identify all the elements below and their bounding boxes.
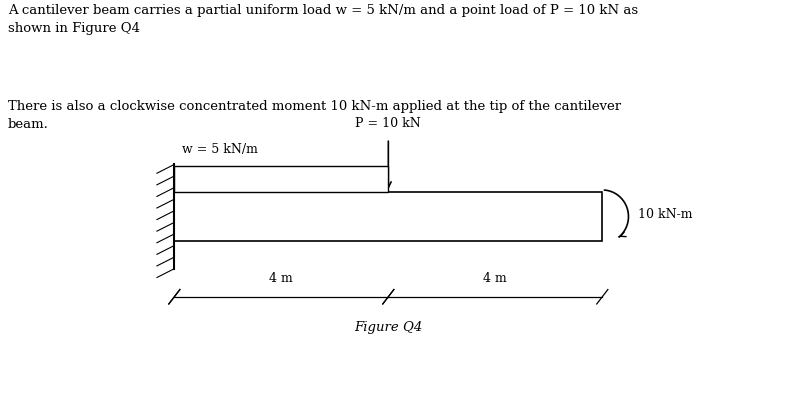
Text: 4 m: 4 m [270, 272, 293, 285]
Text: 10 kN-m: 10 kN-m [638, 208, 692, 221]
Text: 4 m: 4 m [484, 272, 507, 285]
Bar [175, 192, 602, 241]
Text: A cantilever beam carries a partial uniform load w = 5 kN/m and a point load of : A cantilever beam carries a partial unif… [8, 4, 638, 35]
Text: Figure Q4: Figure Q4 [354, 321, 423, 334]
Text: P = 10 kN: P = 10 kN [356, 117, 421, 130]
Bar [175, 166, 388, 192]
Text: There is also a clockwise concentrated moment 10 kN-m applied at the tip of the : There is also a clockwise concentrated m… [8, 100, 621, 131]
Text: w = 5 kN/m: w = 5 kN/m [182, 144, 258, 156]
